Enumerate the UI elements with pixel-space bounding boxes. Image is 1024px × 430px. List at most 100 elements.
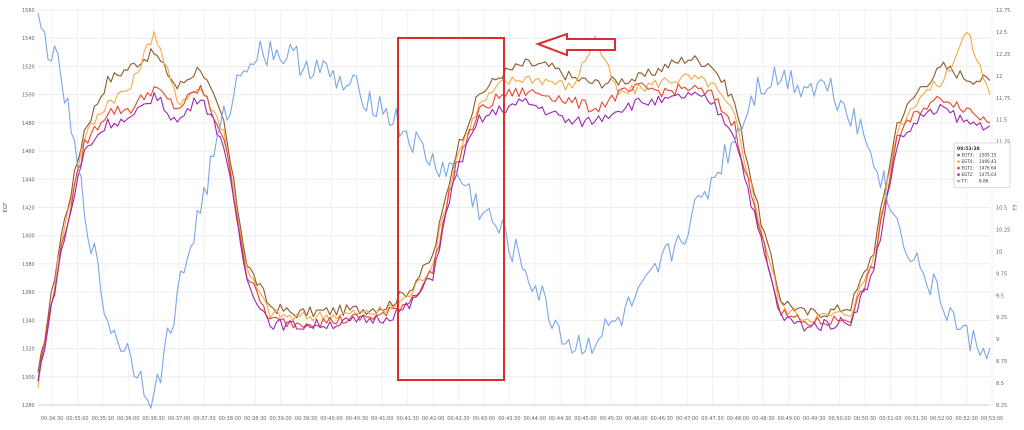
y-left-tick-label: 1340	[22, 318, 35, 324]
y-left-tick-label: 1280	[22, 403, 35, 409]
y-axis-right: 12.7512.512.251211.7511.511.251110.7510.…	[996, 8, 1019, 409]
series-line-egt2	[37, 91, 991, 382]
x-tick-label: 00:48:30	[752, 416, 774, 422]
y-left-tick-label: 1360	[22, 290, 35, 296]
x-tick-label: 00:44:30	[549, 416, 571, 422]
y-left-tick-label: 1400	[22, 234, 35, 240]
y-right-tick-label: 8.5	[996, 381, 1004, 387]
y-right-tick-label: 10	[996, 249, 1002, 255]
tooltip-series-name: T7:	[961, 179, 969, 184]
y-left-tick-label: 1440	[22, 177, 35, 183]
x-tick-label: 00:39:00	[269, 416, 291, 422]
y-right-tick-label: 9.25	[996, 315, 1007, 321]
grid	[38, 9, 993, 406]
x-tick-label: 00:47:00	[676, 416, 698, 422]
y-right-axis-label: T7	[1013, 204, 1019, 211]
highlight-box	[397, 37, 505, 381]
y-right-tick-label: 12.25	[996, 52, 1010, 58]
tooltip-swatch	[957, 153, 960, 157]
x-tick-label: 00:51:30	[905, 416, 927, 422]
tooltip-swatch	[957, 160, 960, 163]
x-tick-label: 00:48:00	[727, 416, 749, 422]
x-tick-label: 00:34:30	[41, 416, 63, 422]
y-right-tick-label: 8.75	[996, 359, 1007, 365]
tooltip-swatch	[957, 166, 960, 170]
x-tick-label: 00:38:00	[219, 416, 241, 422]
x-tick-label: 00:41:30	[396, 416, 418, 422]
x-tick-label: 00:46:30	[650, 416, 672, 422]
series-line-egt1	[37, 82, 991, 382]
x-tick-label: 00:36:30	[142, 416, 164, 422]
x-tick-label: 00:50:00	[828, 416, 850, 422]
x-tick-label: 00:43:30	[498, 416, 520, 422]
tooltip-series-value: 1490.43	[979, 159, 997, 164]
x-tick-label: 00:45:30	[600, 416, 622, 422]
y-right-tick-label: 11.75	[996, 96, 1010, 102]
tooltip-series-name: EGT2:	[962, 172, 974, 177]
tooltip-series-value: 1505.15	[979, 153, 997, 158]
x-tick-label: 00:44:00	[523, 416, 545, 422]
x-tick-label: 00:45:00	[574, 416, 596, 422]
series-line-t7	[37, 12, 991, 409]
y-right-tick-label: 12	[996, 74, 1002, 80]
tooltip-series-value: 1476.64	[979, 166, 997, 171]
x-tick-label: 00:40:00	[320, 416, 342, 422]
y-left-tick-label: 1460	[22, 149, 35, 155]
y-left-tick-label: 1560	[22, 8, 35, 14]
x-tick-label: 00:43:00	[473, 416, 495, 422]
x-tick-label: 00:52:30	[955, 416, 977, 422]
x-tick-label: 00:51:00	[879, 416, 901, 422]
y-right-tick-label: 10.5	[996, 206, 1007, 212]
tooltip-series-name: EGT1:	[962, 166, 974, 171]
tooltip-series-value: 8.86	[979, 179, 989, 184]
tooltip-swatch	[957, 179, 960, 183]
y-left-tick-label: 1540	[22, 36, 35, 42]
x-tick-label: 00:40:30	[346, 416, 368, 422]
y-right-tick-label: 12.5	[996, 30, 1007, 36]
series-group	[37, 12, 991, 409]
x-tick-label: 00:35:00	[66, 416, 88, 422]
tooltip-time: 00:53:38	[957, 146, 980, 152]
y-left-tick-label: 1500	[22, 93, 35, 99]
x-tick-label: 00:52:00	[930, 416, 952, 422]
x-tick-label: 00:39:30	[295, 416, 317, 422]
y-right-tick-label: 12.75	[996, 8, 1010, 14]
annotations	[397, 32, 616, 381]
y-left-tick-label: 1520	[22, 64, 35, 70]
x-tick-label: 00:37:00	[168, 416, 190, 422]
tooltip-series-value: 1475.03	[979, 172, 997, 177]
y-left-tick-label: 1480	[22, 121, 35, 127]
x-tick-label: 00:35:30	[92, 416, 114, 422]
y-right-tick-label: 9.5	[996, 293, 1004, 299]
x-tick-label: 00:42:30	[447, 416, 469, 422]
y-left-tick-label: 1300	[22, 375, 35, 381]
x-axis: 00:34:30 00:35:00 00:35:30 00:36:00 00:36:30…	[38, 404, 1003, 422]
x-tick-label: 00:49:30	[803, 416, 825, 422]
y-right-tick-label: 8.25	[996, 403, 1007, 409]
y-right-tick-label: 11.5	[996, 118, 1007, 124]
y-right-tick-label: 9.75	[996, 271, 1007, 277]
y-right-tick-label: 11.25	[996, 140, 1010, 146]
x-tick-label: 00:46:00	[625, 416, 647, 422]
x-tick-label: 00:50:30	[854, 416, 876, 422]
y-left-tick-label: 1420	[22, 206, 35, 212]
tooltip-box	[953, 142, 1011, 188]
x-tick-label: 00:42:00	[422, 416, 444, 422]
x-tick-label: 00:49:00	[778, 416, 800, 422]
tooltip-series-name: EGT3:	[962, 153, 974, 158]
y-right-tick-label: 9	[996, 337, 999, 343]
tooltip-swatch	[957, 173, 960, 176]
y-right-tick-label: 10.25	[996, 227, 1010, 233]
y-left-tick-label: 1380	[22, 262, 35, 268]
series-line-egt4	[37, 31, 991, 389]
annotation-arrow	[535, 32, 616, 57]
x-tick-label: 00:53:00	[981, 416, 1003, 422]
x-tick-label: 00:37:30	[193, 416, 215, 422]
tooltip-series-name: EGT4:	[962, 159, 974, 164]
series-line-egt3	[37, 48, 991, 373]
y-left-tick-label: 1320	[22, 347, 35, 353]
y-left-axis-label: EGT	[3, 202, 9, 213]
